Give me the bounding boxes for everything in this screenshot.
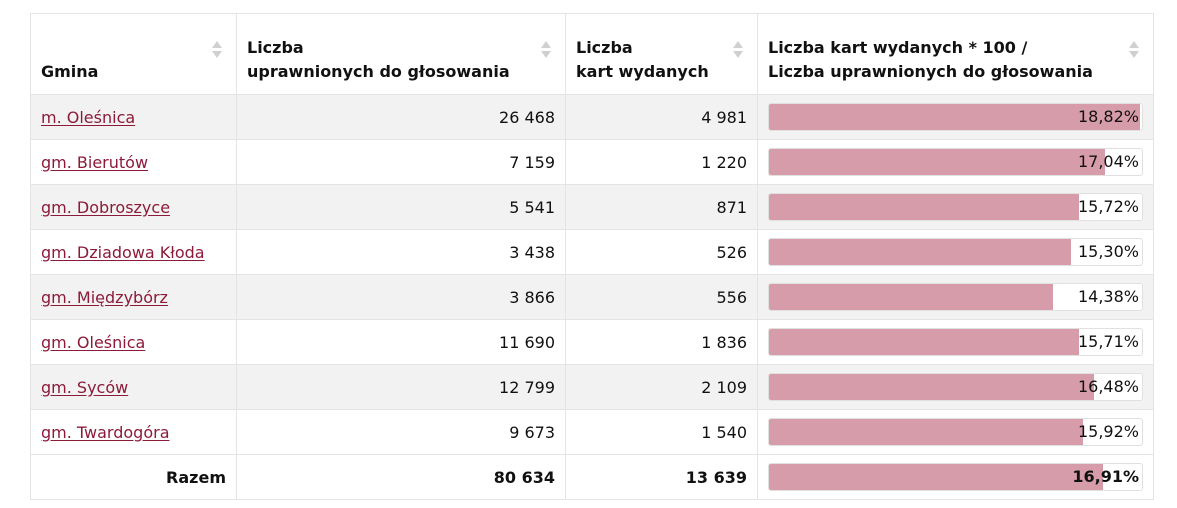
cell-gmina: m. Oleśnica bbox=[30, 94, 237, 140]
cell-frekwencja: 14,38% bbox=[757, 274, 1154, 320]
sort-icon[interactable] bbox=[1129, 38, 1139, 60]
gmina-link[interactable]: gm. Twardogóra bbox=[41, 422, 170, 442]
cell-uprawnionych: 3 866 bbox=[236, 274, 566, 320]
cell-gmina: gm. Dziadowa Kłoda bbox=[30, 229, 237, 275]
turnout-bar-fill bbox=[769, 149, 1106, 175]
turnout-bar-label: 14,38% bbox=[1077, 287, 1139, 306]
table-row: gm. Międzybórz 3 866 556 14,38% bbox=[30, 274, 1154, 320]
turnout-bar-fill bbox=[769, 194, 1080, 220]
turnout-bar: 18,82% bbox=[768, 103, 1143, 131]
sort-icon[interactable] bbox=[212, 38, 222, 60]
header-gmina-line-1: Gmina bbox=[41, 62, 99, 81]
table-row: gm. Bierutów 7 159 1 220 17,04% bbox=[30, 139, 1154, 185]
turnout-bar: 15,72% bbox=[768, 193, 1143, 221]
cell-gmina: gm. Międzybórz bbox=[30, 274, 237, 320]
cell-frekwencja: 15,71% bbox=[757, 319, 1154, 365]
cell-gmina: gm. Twardogóra bbox=[30, 409, 237, 455]
total-frekwencja: 16,91% bbox=[757, 454, 1154, 500]
cell-gmina: gm. Bierutów bbox=[30, 139, 237, 185]
cell-frekwencja: 15,72% bbox=[757, 184, 1154, 230]
cell-wydanych: 556 bbox=[565, 274, 758, 320]
cell-uprawnionych: 3 438 bbox=[236, 229, 566, 275]
turnout-bar-label: 17,04% bbox=[1077, 152, 1139, 171]
turnout-bar-label: 18,82% bbox=[1077, 107, 1139, 126]
turnout-bar-label: 15,71% bbox=[1077, 332, 1139, 351]
total-uprawnionych: 80 634 bbox=[236, 454, 566, 500]
cell-wydanych: 871 bbox=[565, 184, 758, 230]
table-row: gm. Syców 12 799 2 109 16,48% bbox=[30, 364, 1154, 410]
cell-gmina: gm. Syców bbox=[30, 364, 237, 410]
turnout-bar: 15,30% bbox=[768, 238, 1143, 266]
cell-frekwencja: 15,92% bbox=[757, 409, 1154, 455]
turnout-bar-fill bbox=[769, 104, 1141, 130]
cell-wydanych: 2 109 bbox=[565, 364, 758, 410]
table-row: gm. Oleśnica 11 690 1 836 15,71% bbox=[30, 319, 1154, 365]
cell-wydanych: 1 540 bbox=[565, 409, 758, 455]
cell-gmina: gm. Dobroszyce bbox=[30, 184, 237, 230]
cell-wydanych: 4 981 bbox=[565, 94, 758, 140]
turnout-bar: 14,38% bbox=[768, 283, 1143, 311]
cell-uprawnionych: 7 159 bbox=[236, 139, 566, 185]
cell-frekwencja: 18,82% bbox=[757, 94, 1154, 140]
turnout-bar-fill bbox=[769, 419, 1084, 445]
turnout-bar-fill bbox=[769, 284, 1053, 310]
turnout-bar-label: 15,92% bbox=[1077, 422, 1139, 441]
cell-gmina: gm. Oleśnica bbox=[30, 319, 237, 365]
cell-uprawnionych: 9 673 bbox=[236, 409, 566, 455]
table-row: gm. Dziadowa Kłoda 3 438 526 15,30% bbox=[30, 229, 1154, 275]
cell-wydanych: 1 220 bbox=[565, 139, 758, 185]
turnout-bar: 16,48% bbox=[768, 373, 1143, 401]
turnout-bar: 17,04% bbox=[768, 148, 1143, 176]
table-header-row: Gmina Liczba uprawnionych do głosowania … bbox=[30, 13, 1154, 95]
table-row: m. Oleśnica 26 468 4 981 18,82% bbox=[30, 94, 1154, 140]
header-wydanych-line-1: Liczba bbox=[576, 38, 633, 57]
total-row: Razem 80 634 13 639 16,91% bbox=[30, 454, 1154, 500]
header-wydanych[interactable]: Liczba kart wydanych bbox=[565, 13, 758, 95]
cell-uprawnionych: 5 541 bbox=[236, 184, 566, 230]
header-gmina[interactable]: Gmina bbox=[30, 13, 237, 95]
turnout-bar-fill bbox=[769, 329, 1080, 355]
cell-uprawnionych: 11 690 bbox=[236, 319, 566, 365]
sort-icon[interactable] bbox=[541, 38, 551, 60]
header-frekwencja[interactable]: Liczba kart wydanych * 100 / Liczba upra… bbox=[757, 13, 1154, 95]
turnout-bar-label: 16,91% bbox=[1072, 467, 1139, 486]
cell-wydanych: 526 bbox=[565, 229, 758, 275]
cell-frekwencja: 17,04% bbox=[757, 139, 1154, 185]
turnout-bar: 15,92% bbox=[768, 418, 1143, 446]
header-frekwencja-line-2: Liczba uprawnionych do głosowania bbox=[768, 62, 1093, 81]
sort-icon[interactable] bbox=[733, 38, 743, 60]
table-row: gm. Twardogóra 9 673 1 540 15,92% bbox=[30, 409, 1154, 455]
gmina-link[interactable]: gm. Dziadowa Kłoda bbox=[41, 242, 205, 262]
turnout-bar-fill bbox=[769, 464, 1103, 490]
cell-uprawnionych: 12 799 bbox=[236, 364, 566, 410]
header-wydanych-line-2: kart wydanych bbox=[576, 62, 709, 81]
turnout-bar-label: 15,30% bbox=[1077, 242, 1139, 261]
turnout-table: Gmina Liczba uprawnionych do głosowania … bbox=[30, 13, 1154, 500]
gmina-link[interactable]: gm. Bierutów bbox=[41, 152, 149, 172]
total-label: Razem bbox=[30, 454, 237, 500]
cell-frekwencja: 15,30% bbox=[757, 229, 1154, 275]
header-frekwencja-line-1: Liczba kart wydanych * 100 / bbox=[768, 38, 1028, 57]
results-table-container: Gmina Liczba uprawnionych do głosowania … bbox=[30, 13, 1154, 500]
cell-wydanych: 1 836 bbox=[565, 319, 758, 365]
header-uprawnionych-line-2: uprawnionych do głosowania bbox=[247, 62, 510, 81]
turnout-bar-fill bbox=[769, 374, 1095, 400]
turnout-bar: 15,71% bbox=[768, 328, 1143, 356]
cell-uprawnionych: 26 468 bbox=[236, 94, 566, 140]
table-row: gm. Dobroszyce 5 541 871 15,72% bbox=[30, 184, 1154, 230]
total-wydanych: 13 639 bbox=[565, 454, 758, 500]
gmina-link[interactable]: gm. Oleśnica bbox=[41, 332, 146, 352]
gmina-link[interactable]: gm. Międzybórz bbox=[41, 287, 168, 307]
header-uprawnionych-line-1: Liczba bbox=[247, 38, 304, 57]
header-uprawnionych[interactable]: Liczba uprawnionych do głosowania bbox=[236, 13, 566, 95]
turnout-bar: 16,91% bbox=[768, 463, 1143, 491]
cell-frekwencja: 16,48% bbox=[757, 364, 1154, 410]
turnout-bar-label: 15,72% bbox=[1077, 197, 1139, 216]
gmina-link[interactable]: gm. Dobroszyce bbox=[41, 197, 171, 217]
gmina-link[interactable]: m. Oleśnica bbox=[41, 107, 136, 127]
turnout-bar-label: 16,48% bbox=[1077, 377, 1139, 396]
turnout-bar-fill bbox=[769, 239, 1071, 265]
gmina-link[interactable]: gm. Syców bbox=[41, 377, 129, 397]
